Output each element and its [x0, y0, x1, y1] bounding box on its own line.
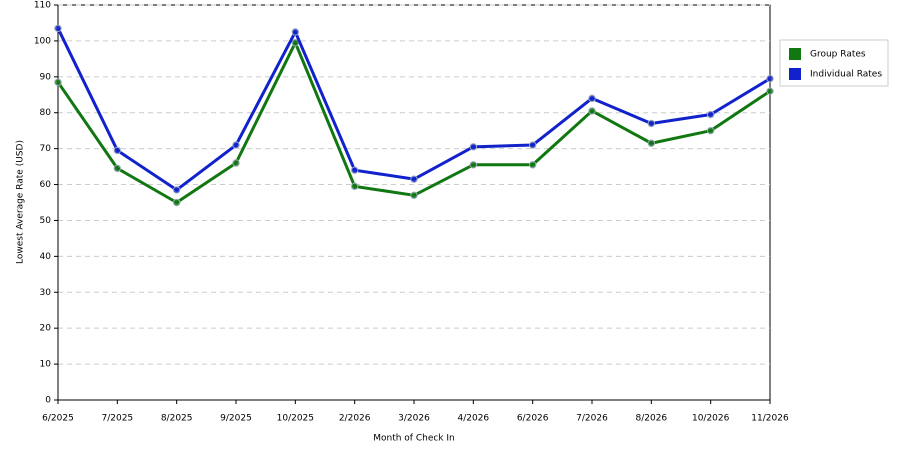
- y-tick-label: 60: [40, 180, 52, 190]
- data-point: [588, 94, 596, 103]
- data-point: [706, 126, 715, 135]
- y-tick-label: 100: [34, 36, 51, 46]
- y-axis-label: Lowest Average Rate (USD): [16, 140, 26, 264]
- data-point: [172, 198, 181, 207]
- y-tick-label: 20: [40, 324, 52, 334]
- data-point: [410, 191, 418, 200]
- x-tick-label: 4/2026: [457, 414, 489, 424]
- y-tick-label: 30: [40, 288, 52, 298]
- data-point: [54, 24, 62, 33]
- y-tick-label: 50: [40, 216, 52, 226]
- y-tick-label: 80: [40, 108, 52, 118]
- data-point: [766, 74, 774, 83]
- data-point: [528, 161, 537, 169]
- y-tick-label: 0: [45, 396, 51, 406]
- data-point: [350, 182, 359, 191]
- x-tick-label: 2/2026: [339, 414, 371, 424]
- data-point: [232, 141, 240, 149]
- data-point: [113, 146, 122, 155]
- plot-area: [57, 4, 771, 401]
- x-tick-label: 6/2025: [42, 414, 74, 424]
- data-point: [706, 110, 715, 119]
- x-axis-label: Month of Check In: [373, 434, 455, 444]
- data-point: [350, 166, 359, 174]
- data-point: [410, 175, 418, 183]
- x-tick-label: 3/2026: [398, 414, 430, 424]
- x-tick-label: 10/2025: [277, 414, 314, 424]
- data-point: [528, 141, 537, 149]
- x-tick-label: 7/2026: [576, 414, 608, 424]
- legend-swatch: [789, 48, 801, 60]
- x-tick-label: 6/2026: [517, 414, 549, 424]
- x-tick-label: 8/2025: [161, 414, 193, 424]
- legend-swatch: [789, 68, 801, 80]
- y-tick-label: 40: [40, 252, 52, 262]
- data-point: [291, 28, 300, 36]
- x-tick-label: 8/2026: [635, 414, 667, 424]
- data-point: [588, 107, 596, 115]
- data-point: [647, 139, 656, 147]
- data-point: [647, 119, 656, 128]
- legend-label: Individual Rates: [810, 70, 882, 80]
- data-point: [469, 161, 478, 169]
- data-point: [766, 87, 774, 95]
- x-tick-label: 7/2025: [101, 414, 133, 424]
- data-point: [172, 186, 181, 194]
- y-tick-label: 70: [40, 144, 52, 154]
- data-point: [232, 159, 240, 167]
- legend-label: Group Rates: [810, 50, 866, 60]
- data-point: [469, 143, 478, 151]
- x-tick-label: 9/2025: [220, 414, 252, 424]
- x-tick-label: 11/2026: [751, 414, 789, 424]
- y-tick-label: 90: [40, 72, 52, 82]
- y-tick-label: 10: [40, 360, 52, 370]
- y-tick-label: 110: [34, 1, 51, 11]
- x-tick-label: 10/2026: [692, 414, 730, 424]
- data-point: [113, 164, 122, 173]
- data-point: [54, 78, 62, 86]
